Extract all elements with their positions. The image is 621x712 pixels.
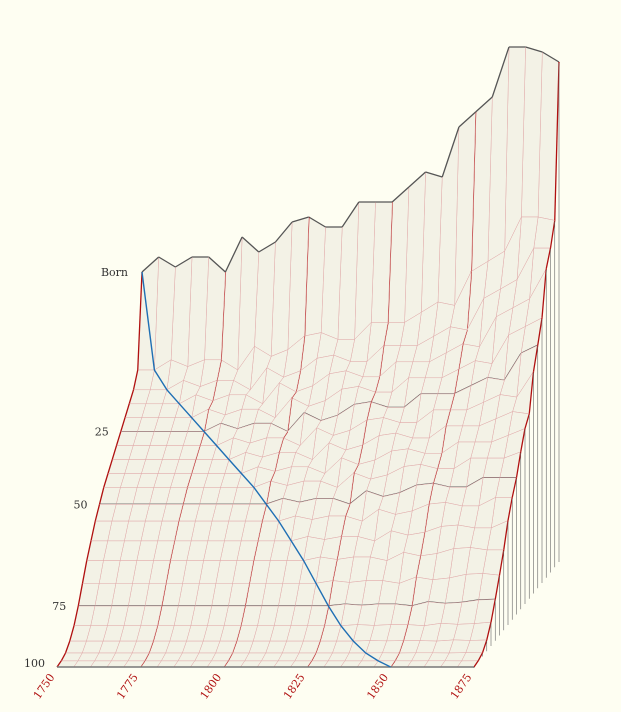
born-edge-segment <box>208 256 226 273</box>
born-edge-segment <box>391 186 410 203</box>
year-line-segment <box>494 575 501 600</box>
year-tick-label: 1825 <box>281 671 308 701</box>
year-line-segment <box>528 371 535 415</box>
year-tick-label: 1775 <box>114 671 141 701</box>
born-edge-segment <box>408 171 426 188</box>
born-edge-segment <box>475 96 493 113</box>
year-line-segment <box>137 271 143 371</box>
born-edge-segment <box>525 46 543 53</box>
year-axis-labels: 1750 1775 1800 1825 1850 1875 <box>31 671 475 701</box>
year-line-segment <box>86 540 92 561</box>
born-edge-segment <box>458 111 477 128</box>
age-tick-label: Born <box>101 266 128 279</box>
born-edge-segment <box>141 256 160 273</box>
year-line-segment <box>490 599 496 623</box>
year-line-segment <box>532 345 539 372</box>
year-line-segment <box>124 403 130 418</box>
year-line-segment <box>549 220 556 249</box>
born-edge-segment <box>425 171 443 178</box>
year-tick-label: 1750 <box>31 671 58 701</box>
year-tick-label: 1850 <box>364 671 391 701</box>
year-line-segment <box>477 652 484 662</box>
year-line-segment <box>115 431 122 446</box>
year-line-segment <box>132 369 139 390</box>
year-line-segment <box>73 605 79 626</box>
year-line-segment <box>94 504 101 522</box>
born-edge-segment <box>158 256 176 268</box>
year-line-segment <box>81 560 88 584</box>
year-line-segment <box>554 61 560 221</box>
year-line-segment <box>64 640 71 654</box>
year-line-segment <box>486 622 492 641</box>
year-line-segment <box>498 549 505 576</box>
year-line-segment <box>473 660 479 668</box>
year-line-segment <box>111 445 118 460</box>
year-line-segment <box>545 247 552 269</box>
year-line-segment <box>520 428 526 452</box>
right-side-curtain <box>473 63 560 668</box>
age-tick-label: 75 <box>52 600 66 613</box>
born-edge-segment <box>291 216 309 223</box>
year-line-segment <box>503 520 509 550</box>
year-line-segment <box>69 625 75 642</box>
born-edge-segment <box>541 51 560 63</box>
year-tick-label: 1875 <box>448 671 475 701</box>
born-edge-segment <box>308 216 326 228</box>
year-line-segment <box>511 477 518 498</box>
born-edge-segment <box>258 241 276 253</box>
born-edge-segment <box>175 256 193 268</box>
year-line-segment <box>107 459 113 474</box>
age-tick-label: 25 <box>95 426 109 439</box>
cohort-line <box>141 271 391 668</box>
year-line-segment <box>515 451 522 478</box>
born-edge-segment <box>224 236 243 273</box>
year-line-segment <box>98 487 105 505</box>
year-line-segment <box>541 268 547 319</box>
year-line-segment <box>60 652 67 662</box>
age-tick-label: 100 <box>24 657 45 670</box>
year-line-segment <box>120 417 126 432</box>
year-line-segment <box>90 521 96 542</box>
surface-mesh <box>56 46 560 668</box>
year-tick-label: 1800 <box>198 671 225 701</box>
year-line-segment <box>524 413 530 429</box>
born-edge-segment <box>274 221 293 243</box>
born-edge-segment <box>341 201 360 228</box>
born-edge-segment <box>241 236 260 253</box>
born-edge-segment <box>491 46 510 98</box>
year-line-segment <box>128 389 135 404</box>
born-edge-segment <box>441 126 460 178</box>
year-line-segment <box>77 583 84 607</box>
cohort-line-group <box>141 271 391 668</box>
year-line-segment <box>103 473 109 488</box>
year-line-segment <box>481 639 488 653</box>
year-line-segment <box>507 497 513 521</box>
age-tick-label: 50 <box>74 498 88 511</box>
age-axis-labels: Born 25 50 75 100 <box>24 266 128 670</box>
year-line-segment <box>56 660 62 668</box>
year-line-segment <box>537 317 543 346</box>
